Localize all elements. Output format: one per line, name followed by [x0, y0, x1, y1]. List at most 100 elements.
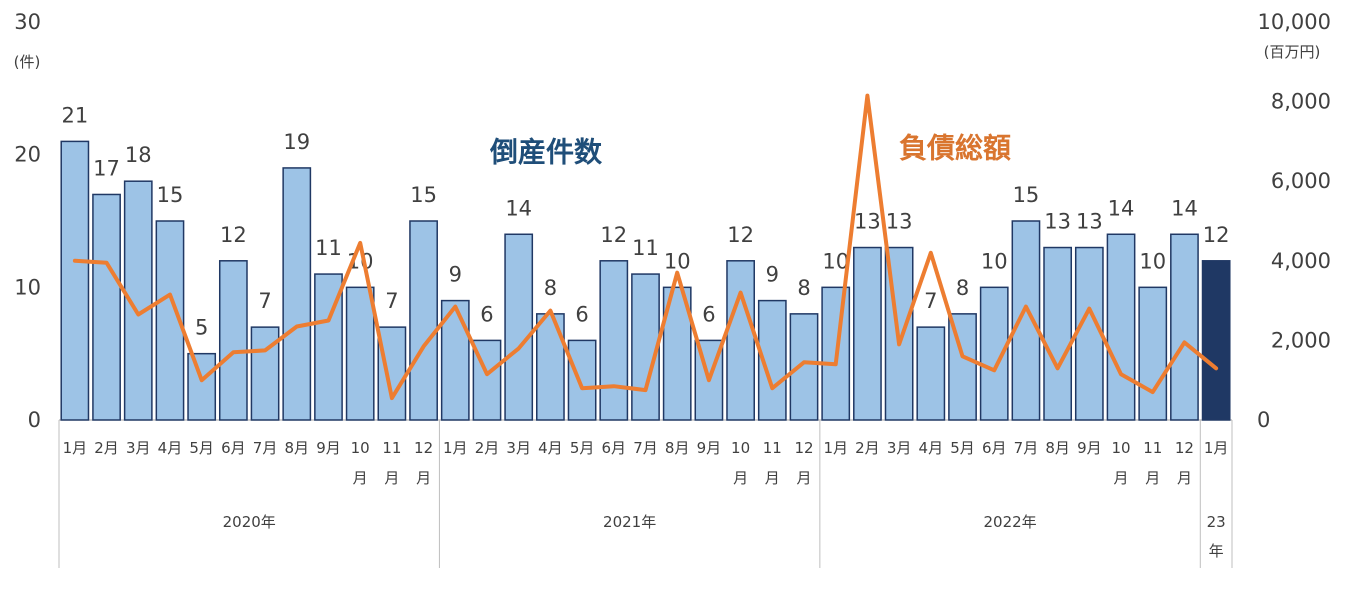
bar-data-label: 14: [1108, 196, 1135, 220]
label-line: 月: [733, 469, 748, 487]
x-axis-month-label: 8月: [284, 439, 309, 457]
label-line: 月: [1114, 469, 1129, 487]
bar-data-label: 19: [283, 130, 310, 154]
bankruptcy-count-bar: [853, 246, 882, 421]
bar-data-label: 11: [315, 236, 342, 260]
left-axis-tick-label: 20: [14, 143, 41, 167]
bar-data-label: 17: [93, 156, 120, 180]
bar-data-label: 13: [854, 210, 881, 234]
x-axis-month-label: 11 月: [382, 439, 401, 487]
bankruptcy-count-bar: [789, 313, 819, 421]
bar-data-label: 5: [195, 316, 208, 340]
x-axis-month-label: 5月: [570, 439, 595, 457]
bar-data-label: 8: [797, 276, 810, 300]
right-axis-tick-label: 0: [1257, 408, 1270, 432]
bar-data-label: 11: [632, 236, 659, 260]
x-axis-month-label: 6月: [602, 439, 627, 457]
x-axis-month-label: 4月: [158, 439, 183, 457]
bar-data-label: 15: [410, 183, 437, 207]
x-axis-month-label: 2月: [94, 439, 119, 457]
x-axis-month-label: 10 月: [1111, 439, 1130, 487]
x-axis-month-label: 12 月: [794, 439, 813, 487]
line-layer: [72, 93, 1219, 401]
label-line: 月: [416, 469, 431, 487]
x-axis-year-label: 2020年: [223, 513, 276, 531]
label-line: 10: [1111, 439, 1130, 457]
right-axis-tick-label: 10,000: [1258, 10, 1331, 34]
x-axis-month-label: 12 月: [1175, 439, 1194, 487]
label-line: 10: [731, 439, 750, 457]
bankruptcy-count-bar: [440, 299, 470, 421]
x-axis-year-label: 2022年: [983, 513, 1036, 531]
right-axis-tick-label: 8,000: [1271, 90, 1331, 114]
bankruptcy-count-bar: [187, 352, 217, 421]
right-axis-tick-label: 6,000: [1271, 169, 1331, 193]
bankruptcy-count-bar: [504, 233, 534, 421]
bar-data-label: 14: [1171, 196, 1198, 220]
right-axis-tick-label: 2,000: [1271, 328, 1331, 352]
bars-layer: [60, 140, 1231, 421]
bankruptcy-count-bar: [567, 339, 597, 421]
x-axis-month-label: 7月: [1014, 439, 1039, 457]
label-line: 月: [765, 469, 780, 487]
bar-data-label: 13: [886, 210, 913, 234]
x-axis-month-label: 10 月: [731, 439, 750, 487]
x-axis-month-label: 9月: [1077, 439, 1102, 457]
label-line: 12: [1175, 439, 1194, 457]
left-axis-tick-label: 30: [14, 10, 41, 34]
label-line: 月: [353, 469, 368, 487]
bar-data-label: 9: [449, 263, 462, 287]
x-axis-month-label: 4月: [919, 439, 944, 457]
x-axis-month-label: 3月: [506, 439, 531, 457]
bankruptcy-count-bar: [345, 286, 375, 421]
x-axis-month-label: 6月: [982, 439, 1007, 457]
bankruptcy-count-bar: [60, 140, 90, 421]
bankruptcy-count-bar: [92, 193, 121, 421]
x-axis-month-label: 10 月: [351, 439, 370, 487]
x-axis-month-label: 9月: [316, 439, 341, 457]
x-axis-month-label: 9月: [697, 439, 722, 457]
x-axis-month-label: 6月: [221, 439, 246, 457]
bankruptcy-count-bar: [599, 260, 629, 421]
bankruptcy-count-bar: [409, 220, 438, 421]
right-axis-unit: (百万円): [1264, 43, 1321, 61]
bar-data-labels-layer: 2117181551271911107159614861211106129810…: [61, 103, 1229, 339]
left-axis: (件) 0 10 20 30: [14, 10, 41, 432]
x-axis-month-label: 11 月: [763, 439, 782, 487]
bar-data-label: 12: [1203, 223, 1230, 247]
x-axis-month-label: 7月: [633, 439, 658, 457]
bar-data-label: 8: [956, 276, 969, 300]
series-label-total-liabilities: 負債総額: [899, 132, 1011, 165]
bankruptcy-count-bar: [916, 326, 946, 421]
bankruptcy-count-bar: [377, 326, 407, 421]
x-axis: 1月 2月 3月 4月 5月 6月 7月 8月 9月 10 月 11 月 12 月 1月 2月 3月 4月 5月 6月 7…: [58, 420, 1233, 568]
label-line: 月: [1177, 469, 1192, 487]
x-axis-month-label: 1月: [1204, 439, 1229, 457]
bar-data-label: 6: [702, 302, 715, 326]
bar-data-label: 15: [157, 183, 184, 207]
bar-data-label: 10: [664, 249, 691, 273]
x-axis-month-label: 8月: [1045, 439, 1070, 457]
bar-data-label: 7: [924, 289, 937, 313]
label-line: 月: [1145, 469, 1160, 487]
x-axis-month-label: 2月: [855, 439, 880, 457]
bankruptcy-count-bar: [1074, 246, 1104, 421]
bar-data-label: 10: [981, 249, 1008, 273]
series-label-bankruptcy-count: 倒産件数: [489, 136, 603, 169]
left-axis-tick-label: 0: [28, 408, 41, 432]
bar-data-label: 18: [125, 143, 152, 167]
x-axis-month-label: 4月: [538, 439, 563, 457]
bar-data-label: 6: [480, 302, 493, 326]
x-axis-month-label: 1月: [443, 439, 468, 457]
bankruptcy-count-bar: [1201, 260, 1231, 421]
label-line: 12: [794, 439, 813, 457]
x-axis-month-label: 8月: [665, 439, 690, 457]
x-axis-month-label: 5月: [950, 439, 975, 457]
bankruptcy-count-bar: [1170, 233, 1199, 421]
label-line: 12: [414, 439, 433, 457]
bar-data-label: 14: [505, 196, 532, 220]
bankruptcy-count-bar: [1043, 246, 1073, 421]
bar-data-label: 13: [1076, 210, 1103, 234]
bar-data-label: 15: [1013, 183, 1040, 207]
